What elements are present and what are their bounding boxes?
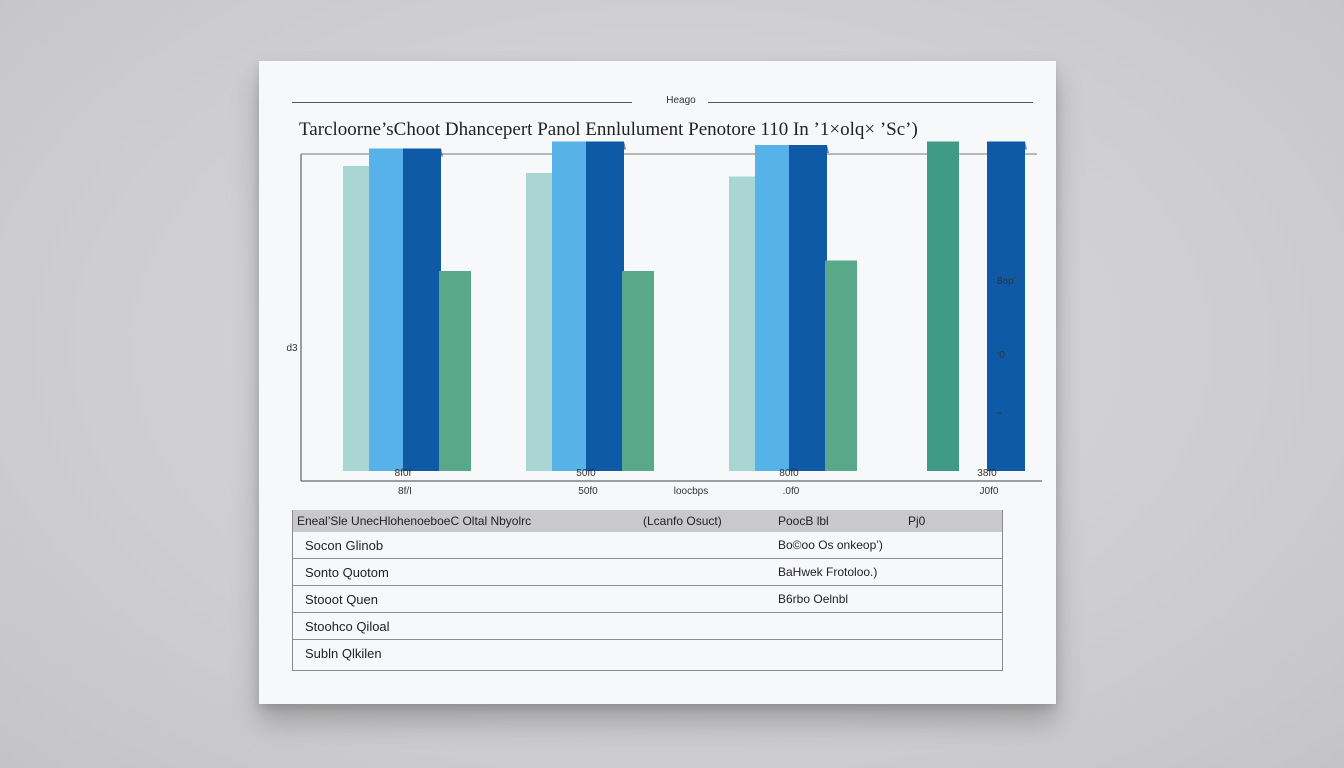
x-tick-label-top: 80f0 <box>779 468 799 479</box>
table-row: Stooot Quen B6rbo Oelnbl <box>293 586 1002 613</box>
bar <box>987 141 1025 471</box>
table-cell-name: Socon Glinob <box>305 538 384 553</box>
table-header-col-3: PoocB lbl <box>778 514 829 528</box>
bar <box>755 145 789 471</box>
bar <box>526 173 556 471</box>
bar <box>729 176 759 471</box>
table-cell-value: BaHwek Frotoloo.) <box>778 565 878 579</box>
bar <box>439 271 471 471</box>
table-row: Stoohco Qiloal <box>293 613 1002 640</box>
bar <box>552 141 586 471</box>
table-cell-value: Bo©oo Os onkeop’) <box>778 538 883 552</box>
bar-chart: 8f0f 50f0 80f0 38f0 8f/I 50f0 .0f0 J0f0 loocbps d… <box>286 141 1042 497</box>
table-header-col-4: Pj0 <box>908 514 926 528</box>
annotation-label: ‘0 <box>997 350 1005 361</box>
table-row: Sonto Quotom BaHwek Frotoloo.) <box>293 559 1002 586</box>
report-sheet: Heago Tarcloorne’sChoot Dhancepert Panol… <box>259 61 1056 704</box>
x-tick-label: .0f0 <box>783 486 800 497</box>
x-tick-label: J0f0 <box>980 486 999 497</box>
x-tick-label: 50f0 <box>578 486 598 497</box>
table-cell-name: Stoohco Qiloal <box>305 619 390 634</box>
x-axis-label: loocbps <box>674 486 708 497</box>
page-title: Tarcloorne’sChoot Dhancepert Panol Ennlu… <box>299 119 918 140</box>
bar <box>586 141 624 471</box>
annotation-label: 8op’ <box>997 276 1016 287</box>
table-row: Subln Qlkilen <box>293 640 1002 670</box>
annotation-label: ’’ <box>997 411 1001 422</box>
table-cell-name: Stooot Quen <box>305 592 378 607</box>
x-tick-label-top: 50f0 <box>576 468 596 479</box>
x-tick-label: 8f/I <box>398 486 412 497</box>
table-header-col-2: (Lcanfo Osuct) <box>643 514 722 528</box>
enrollment-table: Eneal’Sle UnecHlohenoeboeC Oltal Nbyolrc… <box>292 510 1003 671</box>
bar <box>369 148 403 471</box>
bar <box>622 271 654 471</box>
header-rule-right <box>708 102 1033 103</box>
table-cell-value: B6rbo Oelnbl <box>778 592 849 606</box>
header-rule-left <box>292 102 632 103</box>
bar <box>343 166 373 471</box>
table-header: Eneal’Sle UnecHlohenoeboeC Oltal Nbyolrc… <box>293 510 1002 532</box>
y-axis-label: d3 <box>286 343 298 354</box>
bar <box>927 141 959 471</box>
x-tick-label-top: 8f0f <box>395 468 412 479</box>
table-cell-name: Subln Qlkilen <box>305 646 382 661</box>
table-row: Socon Glinob Bo©oo Os onkeop’) <box>293 532 1002 559</box>
header-tag: Heago <box>666 95 696 106</box>
bar <box>825 260 857 471</box>
bar <box>403 148 441 471</box>
bar <box>789 145 827 471</box>
table-cell-name: Sonto Quotom <box>305 565 389 580</box>
x-tick-label-top: 38f0 <box>977 468 997 479</box>
table-header-col-1: Eneal’Sle UnecHlohenoeboeC Oltal Nbyolrc <box>297 514 532 528</box>
